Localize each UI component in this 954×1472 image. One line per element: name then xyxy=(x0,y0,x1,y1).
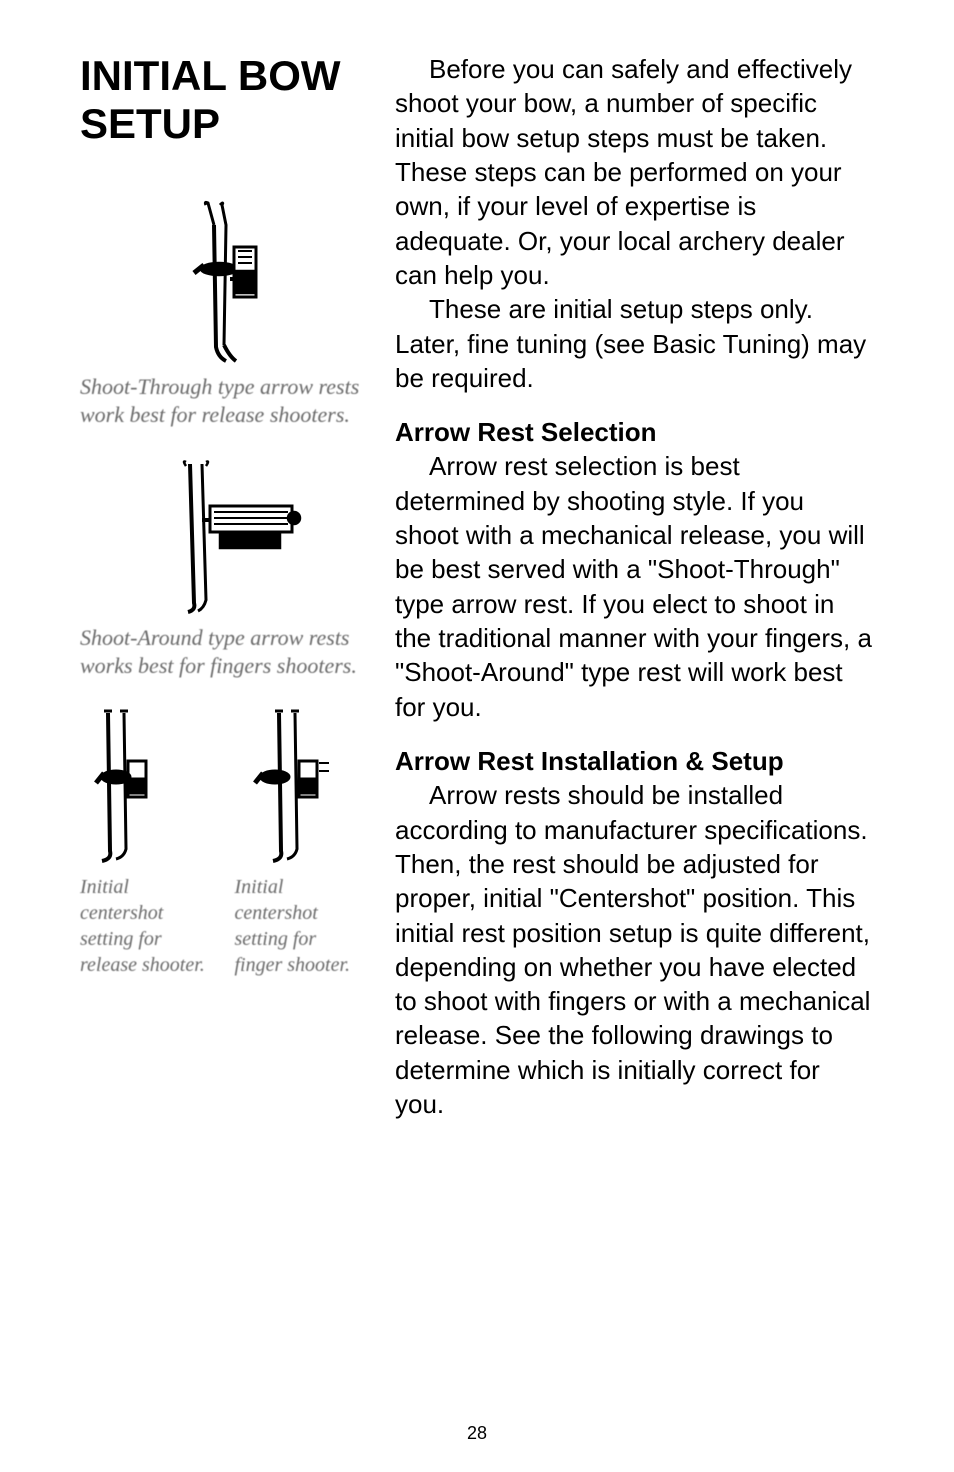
pair-right-caption: Initial centershot setting for finger sh… xyxy=(235,874,368,978)
intro-para1: Before you can safely and effectively sh… xyxy=(395,52,874,292)
left-column: INITIAL BOW SETUP xyxy=(80,52,367,1121)
page-number: 28 xyxy=(0,1423,954,1444)
figure1-caption: Shoot-Through type arrow rests work best… xyxy=(80,373,367,430)
heading-arrow-rest-installation: Arrow Rest Installation & Setup xyxy=(395,744,874,778)
shoot-through-diagram xyxy=(80,197,367,367)
centershot-finger: Initial centershot setting for finger sh… xyxy=(235,709,368,978)
heading-arrow-rest-selection: Arrow Rest Selection xyxy=(395,415,874,449)
release-diagram xyxy=(80,709,213,864)
figure2-caption: Shoot-Around type arrow rests works best… xyxy=(80,624,367,681)
figure-pair-centershot: Initial centershot setting for release s… xyxy=(80,709,367,978)
page-content: INITIAL BOW SETUP xyxy=(80,52,874,1121)
centershot-release: Initial centershot setting for release s… xyxy=(80,709,213,978)
figure-shoot-around: Shoot-Around type arrow rests works best… xyxy=(80,458,367,681)
para-arrow-rest-installation: Arrow rests should be installed accordin… xyxy=(395,778,874,1121)
pair-left-caption: Initial centershot setting for release s… xyxy=(80,874,213,978)
right-column: Before you can safely and effectively sh… xyxy=(395,52,874,1121)
main-title: INITIAL BOW SETUP xyxy=(80,52,367,149)
finger-diagram xyxy=(235,709,368,864)
shoot-around-diagram xyxy=(80,458,367,618)
intro-para2: These are initial setup steps only. Late… xyxy=(395,292,874,395)
para-arrow-rest-selection: Arrow rest selection is best determined … xyxy=(395,449,874,724)
figure-shoot-through: Shoot-Through type arrow rests work best… xyxy=(80,197,367,430)
